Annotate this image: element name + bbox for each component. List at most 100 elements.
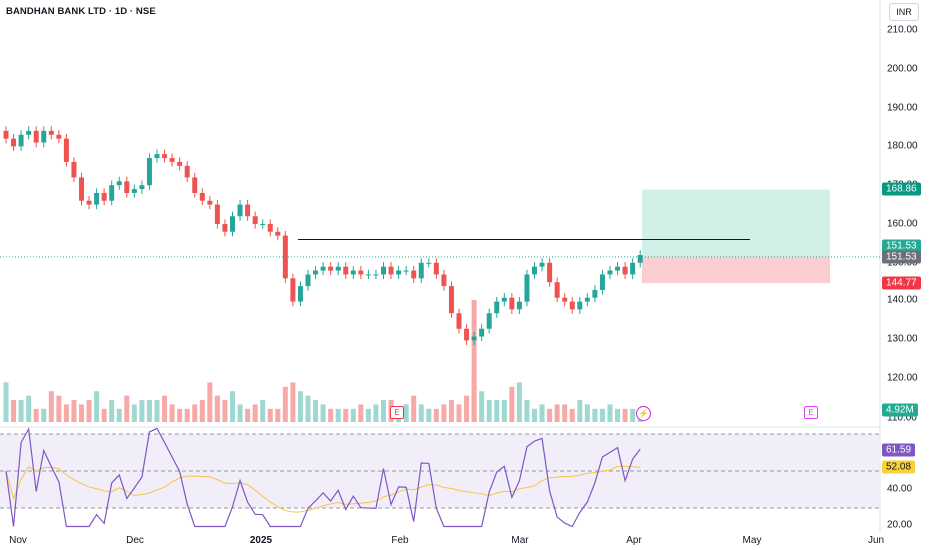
stop-price-tag: 144.77 — [882, 276, 921, 290]
candle-body — [86, 200, 92, 205]
volume-bar — [79, 404, 84, 422]
volume-bar — [101, 408, 107, 422]
volume-bar — [547, 408, 553, 422]
candle-body — [33, 130, 39, 143]
volume-bar — [607, 404, 613, 422]
candle-body — [532, 266, 537, 275]
volume-bar — [448, 400, 454, 422]
candle-body — [297, 286, 303, 302]
volume-bar — [282, 386, 288, 422]
symbol-title[interactable]: BANDHAN BANK LTD · 1D · NSE — [6, 6, 156, 17]
candle-body — [494, 301, 500, 314]
currency-button[interactable]: INR — [889, 3, 919, 21]
rsi-axis-tick: 20.00 — [887, 519, 913, 531]
candle-body — [237, 204, 243, 217]
earnings-event-icon[interactable]: E — [390, 406, 404, 419]
volume-bar — [33, 408, 39, 422]
candle-body — [26, 130, 32, 135]
volume-bar — [335, 408, 341, 422]
candle-body — [524, 274, 530, 302]
dividend-bolt-icon[interactable]: ⚡ — [636, 406, 651, 421]
volume-bar — [320, 404, 326, 422]
volume-bar — [441, 404, 447, 422]
candle-body — [411, 270, 417, 279]
upcoming-earnings-icon[interactable]: E — [804, 406, 818, 419]
candle-body — [577, 301, 583, 310]
time-axis-label: 2025 — [249, 535, 273, 546]
candle-body — [584, 297, 590, 302]
candle-body — [199, 192, 205, 201]
volume-bar — [3, 382, 9, 422]
candle-body — [637, 255, 643, 263]
volume-bar — [131, 404, 137, 422]
volume-bar — [599, 408, 605, 422]
candle-body — [547, 262, 553, 283]
candle-body — [63, 138, 69, 162]
volume-bar — [245, 408, 251, 422]
volume-bar — [622, 408, 628, 422]
volume-bar — [116, 408, 122, 422]
volume-tag: 4.92M — [882, 403, 918, 417]
volume-bar — [464, 395, 470, 422]
volume-bar — [177, 408, 183, 422]
candle-body — [169, 158, 175, 162]
volume-bar — [214, 395, 220, 422]
volume-bar — [539, 404, 545, 422]
candle-body — [177, 161, 183, 166]
candle-body — [275, 231, 281, 236]
volume-bar — [297, 391, 303, 422]
candle-body — [396, 270, 402, 275]
volume-bar — [479, 391, 485, 422]
candle-body — [441, 274, 447, 287]
volume-bar — [426, 408, 432, 422]
volume-bar — [532, 408, 537, 422]
candle-body — [403, 270, 409, 272]
volume-bar — [154, 400, 160, 422]
candle-body — [305, 274, 311, 287]
time-axis-label: Jun — [867, 535, 885, 546]
candle-body — [207, 200, 213, 205]
candle-body — [479, 328, 485, 337]
candle-body — [592, 289, 598, 298]
volume-bar — [524, 400, 530, 422]
volume-bar — [252, 404, 258, 422]
candle-body — [350, 270, 356, 275]
candle-body — [131, 189, 137, 193]
volume-bar — [86, 400, 92, 422]
target-price-tag: 168.86 — [882, 182, 921, 196]
candle-body — [365, 274, 371, 276]
candle-body — [252, 216, 258, 224]
candle-body — [486, 313, 492, 329]
candle-body — [3, 130, 9, 139]
candle-body — [71, 161, 77, 178]
volume-bar — [267, 408, 273, 422]
candle-body — [320, 266, 326, 271]
candle-body — [184, 165, 190, 178]
time-axis-label: May — [742, 535, 762, 546]
candle-body — [245, 204, 251, 217]
volume-bar — [11, 400, 17, 422]
volume-bar — [313, 400, 319, 422]
candle-body — [290, 278, 296, 302]
candle-body — [146, 158, 152, 186]
volume-bar — [403, 404, 409, 422]
volume-bar — [199, 400, 205, 422]
candle-body — [139, 185, 145, 190]
volume-bar — [109, 400, 115, 422]
candle-body — [418, 262, 424, 279]
time-axis-label: Mar — [511, 535, 529, 546]
volume-bar — [358, 404, 364, 422]
volume-bar — [162, 395, 168, 422]
time-axis-label: Dec — [126, 535, 144, 546]
volume-bar — [207, 382, 213, 422]
rsi-value-tag: 61.59 — [882, 443, 916, 457]
volume-bar — [494, 400, 500, 422]
candle-body — [116, 181, 122, 186]
volume-bar — [569, 408, 575, 422]
candle-body — [230, 216, 235, 232]
price-axis-tick: 110.00 — [887, 412, 917, 424]
volume-bar — [592, 408, 598, 422]
candle-body — [328, 266, 334, 271]
candle-body — [192, 177, 198, 193]
